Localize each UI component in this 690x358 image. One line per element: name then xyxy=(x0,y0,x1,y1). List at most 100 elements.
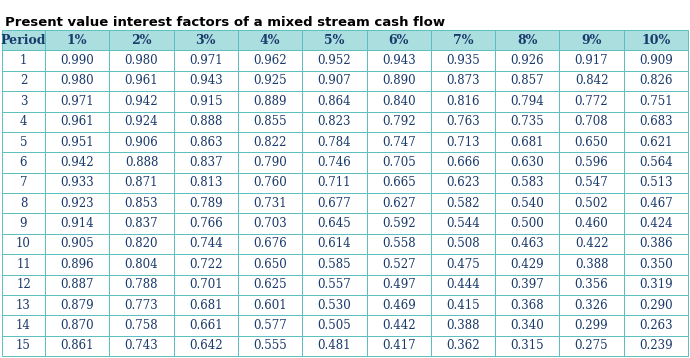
Bar xyxy=(174,111,238,132)
Bar xyxy=(2,91,45,111)
Bar xyxy=(302,132,366,152)
Text: 0.388: 0.388 xyxy=(446,319,480,332)
Text: 0.826: 0.826 xyxy=(639,74,673,87)
Bar xyxy=(302,152,366,173)
Bar xyxy=(174,132,238,152)
Text: 0.388: 0.388 xyxy=(575,258,609,271)
Text: 0.703: 0.703 xyxy=(253,217,287,230)
Text: 6: 6 xyxy=(20,156,27,169)
Text: 0.924: 0.924 xyxy=(125,115,158,128)
Bar xyxy=(366,30,431,50)
Bar xyxy=(45,91,109,111)
Bar xyxy=(109,193,174,213)
Bar xyxy=(45,50,109,71)
Bar xyxy=(109,30,174,50)
Bar xyxy=(431,254,495,275)
Text: 0.627: 0.627 xyxy=(382,197,415,210)
Bar xyxy=(109,213,174,234)
Text: 0.888: 0.888 xyxy=(125,156,158,169)
Bar xyxy=(624,111,688,132)
Bar xyxy=(560,275,624,295)
Bar xyxy=(431,30,495,50)
Bar xyxy=(174,254,238,275)
Text: 0.601: 0.601 xyxy=(253,299,287,311)
Bar xyxy=(2,71,45,91)
Bar xyxy=(174,315,238,336)
Text: 0.239: 0.239 xyxy=(639,339,673,352)
Bar xyxy=(624,295,688,315)
Bar xyxy=(174,30,238,50)
Text: 0.840: 0.840 xyxy=(382,95,415,108)
Bar xyxy=(560,71,624,91)
Bar xyxy=(2,254,45,275)
Text: 3%: 3% xyxy=(195,34,216,47)
Text: 0.460: 0.460 xyxy=(575,217,609,230)
Bar xyxy=(495,295,560,315)
Bar xyxy=(45,315,109,336)
Text: 8: 8 xyxy=(20,197,27,210)
Text: 0.290: 0.290 xyxy=(639,299,673,311)
Bar xyxy=(238,315,302,336)
Bar xyxy=(495,91,560,111)
Text: 0.794: 0.794 xyxy=(511,95,544,108)
Bar xyxy=(238,173,302,193)
Text: 0.766: 0.766 xyxy=(189,217,223,230)
Text: 14: 14 xyxy=(16,319,31,332)
Text: 0.951: 0.951 xyxy=(60,136,94,149)
Bar xyxy=(560,91,624,111)
Text: 4: 4 xyxy=(20,115,27,128)
Text: 0.842: 0.842 xyxy=(575,74,609,87)
Bar xyxy=(174,173,238,193)
Text: 0.853: 0.853 xyxy=(125,197,158,210)
Text: 0.630: 0.630 xyxy=(511,156,544,169)
Text: 0.713: 0.713 xyxy=(446,136,480,149)
Text: 0.822: 0.822 xyxy=(253,136,287,149)
Bar xyxy=(302,91,366,111)
Bar xyxy=(2,193,45,213)
Text: 0.319: 0.319 xyxy=(639,278,673,291)
Text: 0.299: 0.299 xyxy=(575,319,609,332)
Bar xyxy=(238,275,302,295)
Text: 0.564: 0.564 xyxy=(639,156,673,169)
Text: 0.326: 0.326 xyxy=(575,299,609,311)
Text: 0.942: 0.942 xyxy=(60,156,94,169)
Text: 0.837: 0.837 xyxy=(189,156,223,169)
Bar xyxy=(431,71,495,91)
Bar xyxy=(2,275,45,295)
Bar xyxy=(2,30,45,50)
Text: 0.422: 0.422 xyxy=(575,237,609,251)
Bar xyxy=(366,275,431,295)
Bar xyxy=(495,213,560,234)
Text: 0.905: 0.905 xyxy=(60,237,94,251)
Text: 0.263: 0.263 xyxy=(639,319,673,332)
Text: 0.906: 0.906 xyxy=(125,136,158,149)
Bar xyxy=(495,336,560,356)
Text: 0.614: 0.614 xyxy=(317,237,351,251)
Bar xyxy=(109,295,174,315)
Text: 0.592: 0.592 xyxy=(382,217,415,230)
Bar xyxy=(174,71,238,91)
Text: 2: 2 xyxy=(20,74,27,87)
Bar xyxy=(624,315,688,336)
Text: 0.744: 0.744 xyxy=(189,237,223,251)
Bar xyxy=(238,132,302,152)
Text: 13: 13 xyxy=(16,299,31,311)
Bar xyxy=(45,173,109,193)
Text: 0.926: 0.926 xyxy=(511,54,544,67)
Text: 0.645: 0.645 xyxy=(317,217,351,230)
Text: 1%: 1% xyxy=(67,34,88,47)
Bar xyxy=(2,213,45,234)
Text: 7: 7 xyxy=(20,176,27,189)
Bar xyxy=(366,173,431,193)
Text: 0.623: 0.623 xyxy=(446,176,480,189)
Text: 0.816: 0.816 xyxy=(446,95,480,108)
Text: 0.896: 0.896 xyxy=(60,258,94,271)
Bar xyxy=(238,30,302,50)
Text: 0.943: 0.943 xyxy=(189,74,223,87)
Text: 0.650: 0.650 xyxy=(253,258,287,271)
Bar xyxy=(431,295,495,315)
Bar xyxy=(174,91,238,111)
Text: 0.855: 0.855 xyxy=(253,115,287,128)
Bar xyxy=(109,132,174,152)
Text: 0.915: 0.915 xyxy=(189,95,223,108)
